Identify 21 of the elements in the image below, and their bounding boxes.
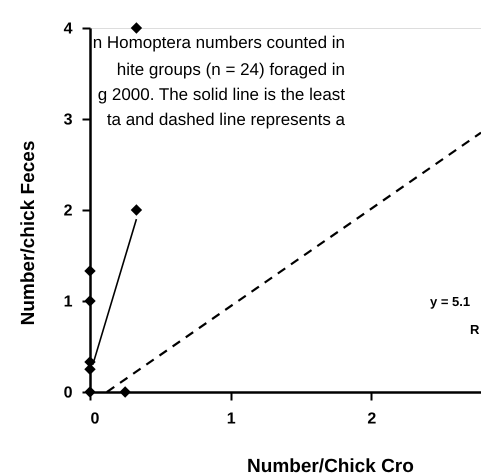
y-tick-label: 2 [64, 202, 73, 220]
annotation: n Homoptera numbers counted in [92, 33, 345, 52]
point [84, 265, 96, 277]
point [119, 386, 131, 398]
x-tick-label: 2 [367, 410, 376, 428]
point [130, 22, 142, 34]
point [130, 204, 142, 216]
x-tick-label: 0 [90, 410, 100, 428]
y-tick-label: 0 [64, 384, 73, 402]
annotation: y = 5.1 [430, 294, 470, 309]
y-axis-title: Number/chick Feces [18, 140, 39, 326]
y-tick-label: 1 [64, 294, 73, 310]
annotation: hite groups (n = 24) foraged in [116, 60, 345, 79]
point [84, 295, 96, 307]
annotation: R [470, 322, 480, 337]
y-tick-label: 3 [64, 112, 73, 128]
y-tick-label: 4 [64, 20, 73, 38]
annotation: g 2000. The solid line is the least [98, 85, 346, 104]
x-tick-label: 1 [226, 410, 236, 428]
x-axis-title: Number/Chick Cro [247, 456, 414, 476]
annotation: ta and dashed line represents a [106, 110, 346, 129]
